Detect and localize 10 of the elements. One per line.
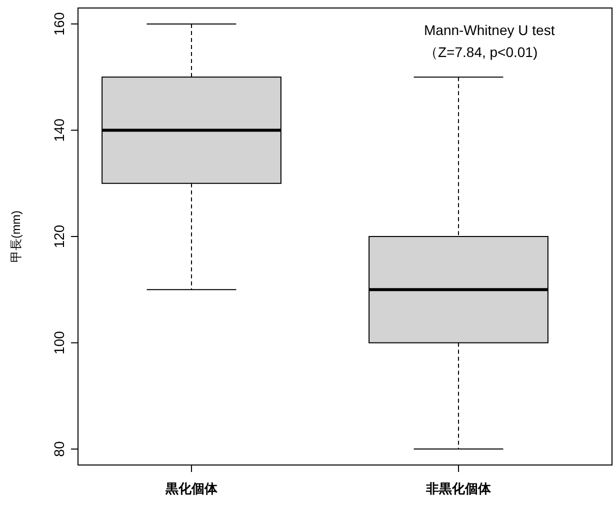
y-tick-label: 80 [51,441,67,457]
y-tick-label: 140 [51,118,67,142]
x-tick-label: 黒化個体 [164,481,218,496]
y-tick-label: 120 [51,224,67,248]
annotation: Mann-Whitney U test [424,22,555,38]
y-tick-label: 160 [51,12,67,36]
y-axis-title: 甲長(mm) [9,210,23,262]
y-tick-label: 100 [51,330,67,354]
annotation: （Z=7.84, p<0.01) [424,44,538,60]
x-tick-label: 非黒化個体 [425,481,492,496]
